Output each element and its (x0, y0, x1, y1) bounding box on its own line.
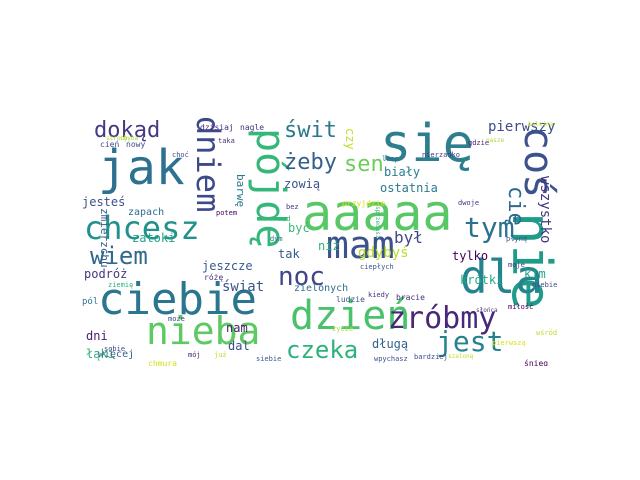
cloud-word: moje (508, 261, 525, 269)
cloud-word: wszystko (537, 176, 553, 244)
cloud-word: dni (86, 329, 108, 343)
cloud-word: świt (284, 118, 337, 143)
cloud-word: tak (278, 247, 300, 261)
cloud-word: gdybyś (358, 245, 409, 261)
cloud-word: jeszcze (202, 259, 253, 273)
cloud-word: nagle (240, 123, 265, 132)
cloud-word: lamp (382, 155, 399, 163)
cloud-word: ciebie (98, 274, 257, 325)
cloud-word: długą (372, 337, 409, 351)
cloud-word: jak (98, 140, 185, 196)
cloud-word: wśród (536, 329, 558, 337)
cloud-word: siebie (256, 355, 282, 363)
cloud-word: kim (524, 267, 546, 281)
cloud-word: miłość (508, 303, 534, 311)
cloud-word: nierzadko (422, 151, 460, 159)
cloud-word: pierwszą (492, 339, 526, 347)
cloud-word: świat (222, 279, 265, 295)
cloud-word: ostatnia (380, 181, 438, 195)
cloud-word: sprzedasz (374, 206, 381, 239)
cloud-word: może (168, 315, 185, 323)
cloud-word: dzień (290, 293, 411, 339)
word-cloud: się nie coś pójdę jak aaaaa dla ciebie mam chcesz… (80, 116, 560, 366)
cloud-word: dym (270, 235, 283, 243)
cloud-word: kiedy (368, 291, 390, 299)
cloud-word: być (288, 221, 310, 235)
cloud-word: się (380, 116, 474, 174)
cloud-word: tym (464, 211, 515, 244)
cloud-word: gdzie (468, 139, 490, 147)
cloud-word: dzisiaj (200, 123, 234, 132)
cloud-word: już (214, 351, 227, 359)
cloud-word: nieba (146, 309, 261, 353)
cloud-word: chmura (148, 359, 177, 367)
cloud-word: mam (326, 223, 395, 267)
cloud-word: czy (343, 128, 357, 150)
cloud-word: nad (278, 215, 291, 223)
cloud-word: mój (188, 351, 201, 359)
cloud-word: ziemię (108, 281, 134, 289)
cloud-word: czeka (286, 336, 359, 364)
cloud-word: nam (226, 321, 248, 335)
cloud-word: płyną (506, 235, 528, 243)
cloud-word: nasze (486, 137, 505, 144)
cloud-word: kolejna (528, 121, 554, 128)
cloud-word: potem (216, 209, 238, 217)
cloud-word: śnieg (524, 359, 549, 367)
cloud-word: choć (172, 151, 189, 159)
cloud-word: dla (460, 250, 544, 304)
cloud-word: barwę (234, 174, 247, 208)
cloud-word: chcesz (84, 209, 200, 247)
cloud-word: dal (228, 339, 250, 353)
cloud-word: był (394, 228, 423, 247)
cloud-word: zowią (284, 177, 321, 191)
cloud-word: wiem (90, 242, 148, 270)
cloud-word: jesteś (82, 195, 126, 209)
cloud-word: noc (278, 262, 325, 292)
cloud-word: ciepłych (360, 263, 394, 271)
cloud-word: dwoje (458, 199, 480, 207)
cloud-word: żeby (284, 150, 337, 175)
cloud-word: różę (204, 273, 224, 282)
cloud-word: nowy (126, 140, 146, 149)
cloud-word: więcej (98, 349, 135, 360)
cloud-word: dokąd (94, 118, 161, 143)
cloud-word: biały (384, 165, 421, 179)
cloud-word: słońca (476, 307, 498, 314)
cloud-word: taka (218, 137, 235, 145)
cloud-word: jest (436, 325, 504, 358)
cloud-word: zielonych (294, 283, 349, 294)
cloud-word: bez (286, 203, 299, 211)
cloud-word: krótki (460, 273, 504, 287)
cloud-word: życie (332, 325, 354, 333)
cloud-word: cień (100, 140, 120, 149)
cloud-word: szaloną (448, 353, 474, 360)
cloud-word: aaaaa (302, 184, 453, 242)
cloud-word: niebie (532, 281, 558, 289)
cloud-word: zapach (128, 207, 165, 218)
cloud-word: sen (344, 152, 384, 177)
cloud-word: przyjdzie (342, 199, 386, 208)
cloud-word: tylko (452, 249, 489, 263)
cloud-word: wpychasz (374, 355, 408, 363)
cloud-word: podróż (84, 267, 128, 281)
cloud-word: ludzie (336, 295, 365, 304)
cloud-word: strony (106, 135, 128, 142)
cloud-word: łąki (86, 347, 115, 361)
cloud-word: bracie (396, 293, 425, 302)
cloud-word: sobie (104, 345, 126, 353)
cloud-word: zmierzchu (98, 208, 111, 268)
cloud-word: pól (82, 297, 99, 307)
cloud-word: cię (503, 186, 528, 226)
cloud-word: chyba (120, 135, 139, 142)
cloud-word: bardziej (414, 353, 448, 361)
cloud-word: zatoki (132, 231, 176, 245)
cloud-word: zróbmy (388, 301, 497, 336)
cloud-word: niż (318, 239, 340, 253)
cloud-word: pierwszy (488, 119, 556, 135)
